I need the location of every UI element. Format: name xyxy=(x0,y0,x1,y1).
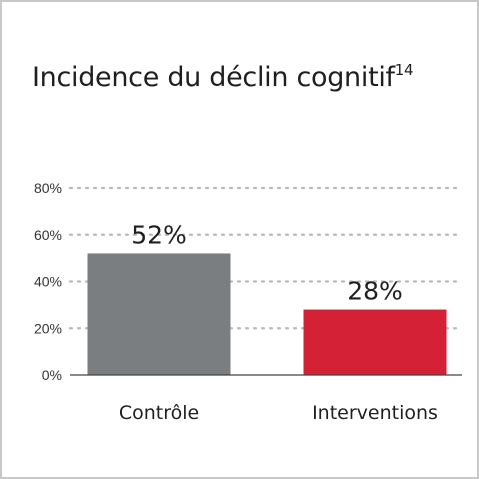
chart-title: Incidence du déclin cognitif14 xyxy=(32,60,414,99)
category-labels: Contrôle Interventions xyxy=(119,402,438,424)
y-tick-label-40: 40% xyxy=(34,274,62,290)
value-label-1: 52% xyxy=(131,220,187,249)
chart-title-text: Incidence du déclin cognitif xyxy=(32,62,395,93)
y-tick-label-0: 0% xyxy=(42,367,62,383)
category-label-2: Interventions xyxy=(312,402,438,424)
bar-1 xyxy=(87,253,231,375)
chart-title-footnote: 14 xyxy=(394,61,414,79)
y-tick-label-80: 80% xyxy=(34,180,62,196)
y-tick-label-60: 60% xyxy=(34,227,62,243)
value-labels: 52% 28% xyxy=(131,220,403,305)
bar-2 xyxy=(303,309,447,375)
y-axis-ticks: 0% 20% 40% 60% 80% xyxy=(34,180,62,383)
value-label-2: 28% xyxy=(347,277,403,306)
bars xyxy=(87,253,447,375)
y-tick-label-20: 20% xyxy=(34,320,62,336)
category-label-1: Contrôle xyxy=(119,402,199,424)
